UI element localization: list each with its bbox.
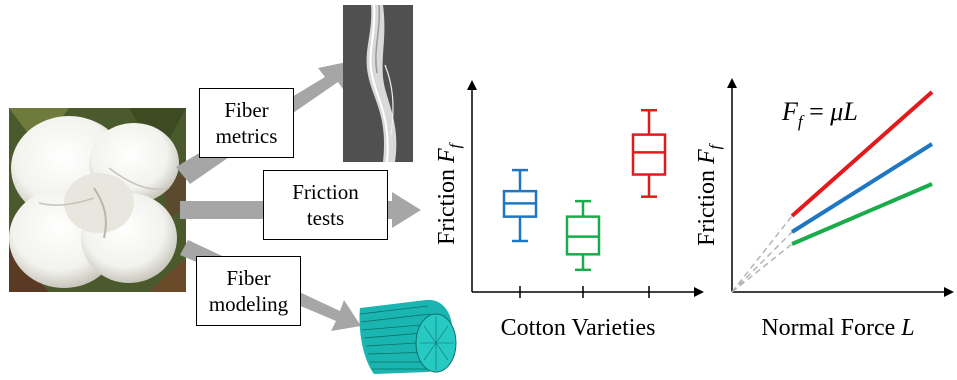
line-series	[791, 182, 933, 246]
box-plot-chart: Cotton Varieties Friction Ff	[434, 80, 704, 341]
line-chart-y-label: Friction Ff	[694, 142, 724, 246]
fiber-modeling-line2: modeling	[208, 292, 289, 316]
friction-tests-line1: Friction	[292, 180, 359, 204]
box-plot-box	[631, 108, 667, 198]
svg-text:Ff = μL: Ff = μL	[781, 97, 858, 131]
fiber-metrics-line1: Fiber	[224, 98, 269, 122]
friction-tests-line2: tests	[306, 206, 345, 230]
box-plot-y-label: Friction Ff	[434, 141, 464, 245]
fiber-sem-image	[343, 5, 413, 162]
fiber-metrics-line2: metrics	[215, 124, 278, 148]
cotton-boll-photo	[9, 108, 186, 292]
line-extrapolation	[731, 231, 793, 293]
box-iqr	[631, 133, 667, 176]
fiber-model-image	[359, 299, 457, 374]
fiber-modeling-box: Fiber modeling	[196, 256, 301, 326]
line-extrapolation	[731, 243, 793, 293]
friction-line-chart: Ff = μL Normal Force L Friction Ff	[694, 78, 954, 341]
box-plot-box	[502, 168, 538, 243]
line-series	[790, 90, 934, 218]
box-plot-box	[565, 199, 601, 272]
box-plot-x-label: Cotton Varieties	[501, 315, 656, 341]
line-extrapolation	[731, 215, 793, 293]
friction-equation: Ff = μL	[781, 97, 858, 131]
fiber-modeling-line1: Fiber	[226, 266, 271, 290]
line-series	[790, 142, 934, 234]
friction-tests-box: Friction tests	[263, 170, 388, 240]
fiber-metrics-box: Fiber metrics	[199, 88, 294, 158]
line-chart-x-label: Normal Force L	[761, 315, 914, 341]
